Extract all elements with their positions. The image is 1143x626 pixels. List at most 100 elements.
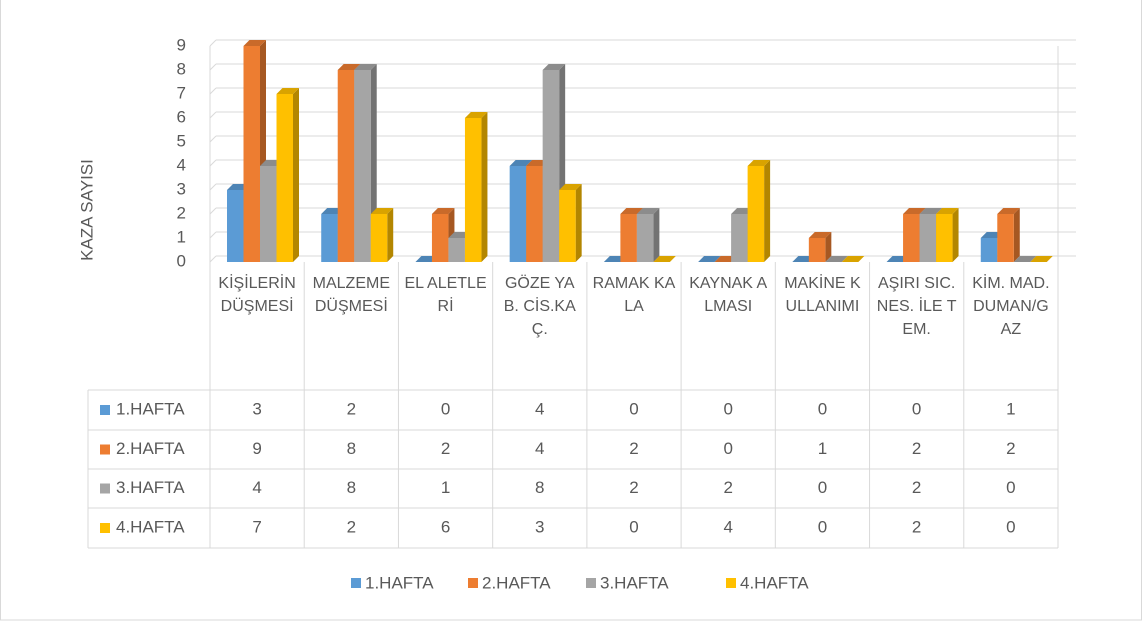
table-row-header: 4.HAFTA — [116, 517, 185, 536]
table-cell: 0 — [818, 517, 827, 536]
x-tick-label-box: MALZEME DÜŞMESİ — [312, 275, 390, 315]
grid-line-side — [209, 231, 217, 239]
table-cell: 9 — [252, 439, 261, 458]
bar — [243, 46, 260, 262]
bar-top — [509, 160, 533, 166]
table-cell: 1 — [818, 439, 827, 458]
bar-top — [1030, 256, 1053, 262]
bar-top — [747, 160, 771, 166]
bar — [370, 214, 388, 262]
bar-side — [952, 208, 959, 262]
bar — [337, 70, 355, 262]
x-tick-label-box: KİŞİLERİN DÜŞMESİ — [218, 275, 296, 315]
table-cell: 1 — [441, 478, 450, 497]
bar — [526, 166, 543, 262]
legend-label: 4.HAFTA — [740, 573, 809, 592]
table-cell: 8 — [347, 439, 356, 458]
table-cell: 4 — [535, 399, 544, 418]
bar — [321, 214, 338, 262]
table-cell: 0 — [629, 399, 638, 418]
x-tick-label-box: EL ALETLERİ — [404, 275, 486, 315]
grid-line-side — [209, 159, 217, 167]
bar — [936, 214, 953, 262]
legend-key — [100, 405, 110, 415]
table-cell: 8 — [347, 478, 356, 497]
y-tick-label: 8 — [177, 59, 186, 78]
legend-label: 1.HAFTA — [365, 573, 434, 592]
bar-top — [243, 40, 266, 46]
bar — [227, 190, 244, 262]
table-cell: 2 — [912, 439, 921, 458]
x-tick-label: MAKİNE KULLANIMI — [784, 275, 861, 315]
bar-top — [620, 208, 643, 214]
bar-top — [808, 232, 832, 238]
y-tick-label: 2 — [177, 203, 186, 222]
bar-top — [698, 256, 721, 262]
x-tick-label: KİŞİLERİN DÜŞMESİ — [218, 275, 296, 315]
bar — [354, 70, 371, 262]
table-cell: 0 — [912, 399, 921, 418]
grid-line-side — [209, 255, 217, 263]
y-tick-label: 5 — [177, 131, 186, 150]
table-cell: 2 — [441, 439, 450, 458]
x-tick-label-box: AŞIRI SIC. NES. İLE TEM. — [877, 275, 957, 338]
x-tick-label: RAMAK KALA — [592, 275, 676, 315]
table-cell: 6 — [441, 517, 450, 536]
bar — [431, 214, 449, 262]
y-tick-label: 9 — [177, 35, 186, 54]
table-cell: 0 — [723, 439, 732, 458]
bar — [620, 214, 637, 262]
legend-swatch — [468, 578, 478, 588]
bar — [509, 166, 527, 262]
bar — [542, 70, 560, 262]
bar-top — [276, 88, 299, 94]
bar-top — [653, 256, 676, 262]
bar — [919, 214, 937, 262]
table-cell: 2 — [912, 517, 921, 536]
bar — [636, 214, 654, 262]
bar-top — [919, 208, 943, 214]
table-cell: 4 — [535, 439, 544, 458]
bar-top — [337, 64, 361, 70]
bar — [260, 166, 277, 262]
legend-swatch — [586, 578, 596, 588]
table-cell: 2 — [629, 439, 638, 458]
bar-side — [764, 160, 771, 262]
bar-top — [542, 64, 566, 70]
y-tick-label: 4 — [177, 155, 186, 174]
bar — [808, 238, 826, 262]
bar-top — [936, 208, 959, 214]
grid-line-side — [209, 135, 217, 143]
bar — [731, 214, 748, 262]
x-tick-label: MALZEME DÜŞMESİ — [312, 275, 390, 315]
y-tick-label: 1 — [177, 227, 186, 246]
bar — [980, 238, 998, 262]
bar-top — [431, 208, 455, 214]
bar-top — [841, 256, 865, 262]
y-tick-label: 6 — [177, 107, 186, 126]
grid-line-side — [209, 39, 217, 47]
table-cell: 0 — [818, 478, 827, 497]
x-tick-label: GÖZE YAB. CİS.KAÇ. — [503, 275, 576, 338]
bar-top — [825, 256, 848, 262]
y-tick-label: 7 — [177, 83, 186, 102]
table-cell: 1 — [1006, 399, 1015, 418]
table-row-header: 3.HAFTA — [116, 478, 185, 497]
x-tick-label: KİM. MAD. DUMAN/GAZ — [972, 275, 1050, 338]
x-tick-label-box: KİM. MAD. DUMAN/GAZ — [972, 275, 1050, 338]
grid-line-side — [209, 87, 217, 95]
bar-top — [903, 208, 926, 214]
bar — [903, 214, 920, 262]
bar-side — [387, 208, 394, 262]
bar — [276, 94, 293, 262]
grid-line-side — [209, 63, 217, 71]
table-cell: 0 — [1006, 517, 1015, 536]
bar-side — [481, 112, 488, 262]
table-cell: 2 — [347, 517, 356, 536]
bar-top — [997, 208, 1020, 214]
bar-side — [825, 232, 832, 262]
table-cell: 3 — [252, 399, 261, 418]
bar-side — [1013, 208, 1020, 262]
bar-top — [464, 112, 488, 118]
